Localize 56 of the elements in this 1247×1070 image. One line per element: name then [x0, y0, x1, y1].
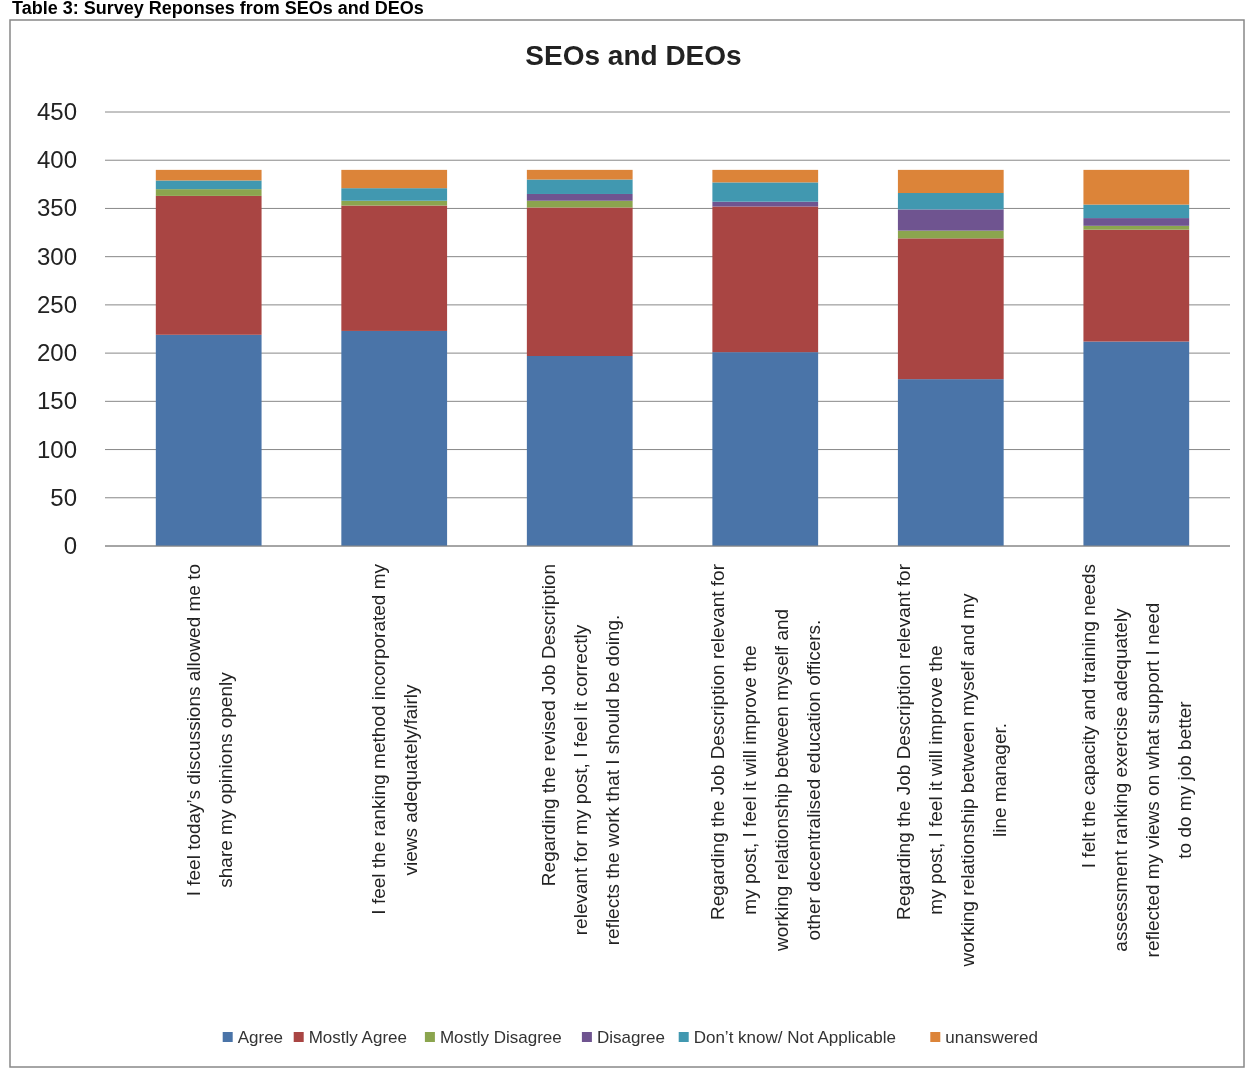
bar — [155, 189, 262, 196]
bar — [1083, 341, 1190, 546]
bar — [155, 195, 262, 335]
chart-title: SEOs and DEOs — [525, 40, 742, 71]
bar — [155, 169, 262, 181]
bar — [341, 169, 448, 189]
bar — [526, 179, 633, 194]
bar — [155, 334, 262, 546]
bar — [1083, 229, 1190, 342]
bar — [341, 205, 448, 331]
legend-label: Disagree — [596, 1028, 665, 1047]
legend-label: Agree — [237, 1028, 284, 1047]
y-tick-label: 350 — [36, 194, 77, 222]
bar — [341, 188, 448, 201]
y-tick-label: 200 — [36, 339, 77, 367]
x-tick-label: Regarding the revised Job Description relevant for my post, I feel it correctly reflects the work that I should be doing. — [537, 564, 623, 946]
y-tick-label: 400 — [36, 146, 77, 174]
x-tick-label: Regarding the Job Description relevant for my post, I feel it will improve the working relationship between myself and my line manager. — [892, 563, 1010, 968]
bar — [897, 379, 1004, 546]
x-tick-label: I feel today’s discussions allowed me to share my opinions openly — [182, 564, 236, 897]
caption: Table 3: Survey Reponses from SEOs and DEOs — [12, 0, 424, 18]
bar — [712, 201, 819, 207]
legend-label: Mostly Disagree — [439, 1028, 562, 1047]
y-tick-label: 50 — [50, 483, 77, 511]
bar — [526, 356, 633, 546]
bar — [1083, 204, 1190, 219]
x-tick-label: I felt the capacity and training needs assessment ranking exercise adequately reflected my views on what support I need to do my job better — [1078, 564, 1196, 958]
bar — [897, 193, 1004, 210]
bar — [1083, 225, 1190, 230]
bar — [341, 330, 448, 546]
y-tick-label: 0 — [63, 532, 77, 559]
bar — [712, 352, 819, 546]
bar — [1083, 169, 1190, 205]
bar — [526, 169, 633, 180]
y-tick-label: 250 — [36, 290, 77, 318]
legend-label: Mostly Agree — [308, 1028, 407, 1047]
y-tick-label: 100 — [36, 435, 77, 463]
x-tick-label: I feel the ranking method incorporated my views adequately/fairly — [368, 563, 422, 915]
y-tick-label: 150 — [36, 387, 77, 415]
bar — [1083, 218, 1190, 226]
bar — [897, 238, 1004, 380]
bar — [526, 207, 633, 356]
legend-label: Don’t know/ Not Applicable — [693, 1028, 896, 1047]
bar — [526, 193, 633, 201]
bar — [897, 209, 1004, 231]
bar — [712, 169, 819, 183]
bar — [155, 180, 262, 190]
y-tick-label: 300 — [36, 242, 77, 270]
bar — [712, 182, 819, 202]
bar — [897, 169, 1004, 194]
bar — [341, 200, 448, 206]
bar — [712, 206, 819, 353]
y-tick-label: 450 — [36, 98, 77, 125]
x-tick-label: Regarding the Job Description relevant for my post, I feel it will improve the working relationship between myself and other decentralised education officers. — [707, 563, 825, 953]
legend-label: unanswered — [945, 1028, 1038, 1047]
bar — [897, 230, 1004, 239]
